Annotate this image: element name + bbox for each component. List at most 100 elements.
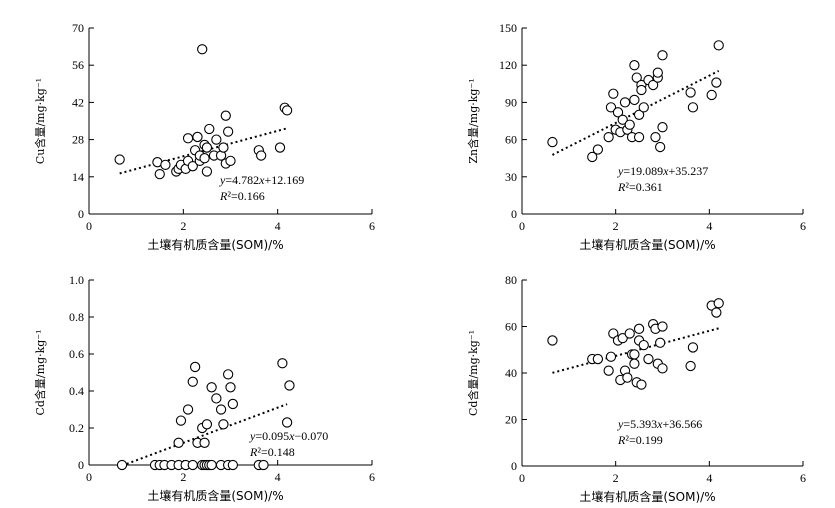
y-tick-label: 0: [511, 207, 517, 221]
y-tick-label: 70: [72, 21, 84, 35]
data-point: [215, 404, 227, 415]
x-tick-label: 4: [275, 470, 281, 484]
x-tick-label: 2: [180, 219, 186, 233]
data-point: [685, 360, 696, 372]
data-point: [592, 144, 604, 155]
data-point: [201, 166, 213, 177]
data-point: [187, 376, 198, 387]
x-tick-label: 2: [613, 219, 619, 233]
cu-scatter-panel: 0 2 4 6 0 14 28 42 56 70 土壤有机质含量(SOM)/% Cu含量/mg·kg⁻…: [33, 21, 375, 252]
data-point: [284, 380, 295, 391]
data-point: [605, 351, 617, 362]
data-point: [222, 126, 234, 137]
trend-line: [121, 403, 288, 467]
data-point: [633, 109, 645, 120]
x-tick-label: 0: [86, 470, 92, 484]
data-point: [636, 84, 647, 96]
y-tick-label: 20: [505, 413, 517, 427]
regression-equation: y=5.393x+36.566: [617, 417, 702, 431]
data-point: [204, 123, 215, 135]
y-tick-label: 0.8: [69, 310, 84, 324]
data-point: [258, 459, 269, 471]
data-point: [256, 150, 267, 161]
r-squared-label: R²=0.361: [617, 180, 663, 194]
data-point: [189, 361, 201, 373]
x-axis-label: 土壤有机质含量(SOM)/%: [579, 489, 715, 504]
data-point: [657, 122, 668, 133]
data-point: [281, 105, 293, 116]
y-tick-label: 0: [511, 459, 517, 473]
data-point: [617, 332, 628, 344]
data-point: [218, 419, 229, 430]
data-point: [713, 298, 724, 309]
zn-scatter-panel: 0 2 4 60306090120150土壤有机质含量(SOM)/%Zn含量/mg·k…: [466, 21, 806, 252]
data-point: [633, 131, 645, 143]
x-tick-label: 4: [275, 219, 281, 233]
y-axis-label: Zn含量/mg·kg⁻¹: [466, 78, 480, 163]
data-point: [638, 102, 649, 113]
data-point: [713, 40, 724, 51]
y-tick-label: 150: [499, 21, 517, 35]
data-point: [225, 382, 236, 393]
data-point: [631, 72, 642, 83]
x-tick-label: 4: [706, 219, 712, 233]
y-tick-label: 120: [499, 58, 517, 72]
data-point: [622, 372, 633, 383]
data-point: [218, 142, 229, 153]
y-tick-label: 40: [505, 366, 517, 380]
cd-scatter-panel: 0 2 4 6 0 0.2 0.4 0.6 0.8 1.0 土壤有机质含量(SOM)/% Cd含量/m…: [33, 273, 375, 503]
data-point: [281, 417, 293, 428]
data-point: [187, 161, 198, 172]
data-point: [657, 50, 668, 61]
data-point: [647, 79, 659, 91]
x-axis-label: 土壤有机质含量(SOM)/%: [147, 237, 283, 252]
data-point: [711, 307, 722, 318]
data-point: [603, 365, 614, 376]
data-point: [175, 415, 187, 426]
data-point: [211, 393, 222, 404]
data-point: [201, 419, 213, 430]
y-tick-label: 60: [505, 320, 517, 334]
x-tick-label: 4: [706, 471, 712, 485]
data-point: [629, 60, 640, 71]
data-point: [629, 349, 640, 360]
r-squared-label: R²=0.148: [249, 445, 295, 459]
data-point: [617, 114, 628, 125]
y-tick-label: 0.6: [69, 347, 84, 361]
data-point: [197, 44, 208, 55]
data-point: [685, 87, 696, 98]
data-point: [114, 154, 125, 165]
y-tick-label: 56: [72, 58, 84, 72]
data-point: [603, 131, 614, 143]
data-point: [657, 321, 668, 332]
y-tick-label: 0: [78, 458, 84, 472]
data-point: [160, 159, 171, 170]
trend-line: [551, 69, 720, 156]
data-point: [199, 437, 210, 448]
data-point: [706, 89, 717, 101]
x-tick-label: 2: [180, 470, 186, 484]
data-point: [624, 328, 635, 339]
data-point: [173, 437, 184, 448]
data-point: [629, 94, 640, 106]
y-tick-label: 0: [78, 207, 84, 221]
x-tick-label: 0: [519, 471, 525, 485]
data-point: [612, 107, 624, 118]
data-point: [182, 404, 194, 415]
data-point: [592, 353, 604, 365]
data-point: [220, 110, 231, 121]
data-point: [154, 168, 165, 180]
cd2-scatter-panel: 0 2 4 6020406080土壤有机质含量(SOM)/%Cd含量/mg·kg⁻¹y…: [466, 273, 806, 504]
x-tick-label: 2: [613, 471, 619, 485]
x-tick-label: 6: [369, 219, 375, 233]
data-point: [222, 369, 234, 380]
data-point: [274, 142, 286, 153]
data-point: [638, 339, 649, 351]
data-point: [608, 88, 619, 99]
y-tick-label: 0.2: [69, 421, 84, 435]
y-tick-label: 42: [72, 95, 84, 109]
data-point: [608, 328, 619, 339]
data-point: [227, 398, 239, 410]
data-point: [547, 136, 558, 148]
